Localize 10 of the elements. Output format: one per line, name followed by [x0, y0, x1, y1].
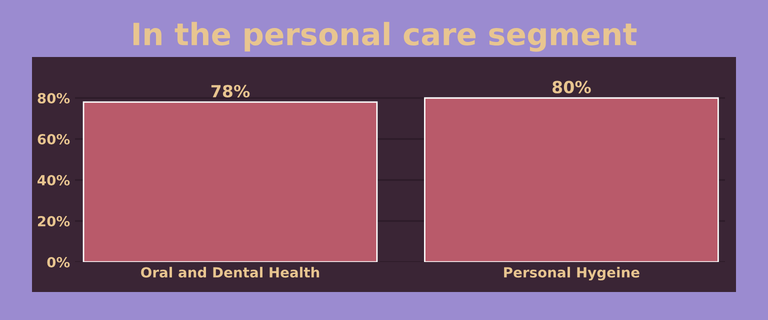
data-label: 78% [211, 84, 250, 98]
y-tick-label: 20% [38, 216, 70, 226]
data-label: 80% [552, 80, 591, 94]
y-tick-label: 80% [38, 92, 70, 104]
y-tick-label: 40% [38, 174, 70, 186]
y-tick-label: 60% [38, 134, 70, 144]
y-tick-label: 0% [47, 256, 70, 268]
x-tick-label: Personal Hygeine [504, 266, 640, 280]
chart-title: In the personal care segment [133, 22, 637, 52]
x-tick-label: Oral and Dental Health [141, 266, 320, 278]
